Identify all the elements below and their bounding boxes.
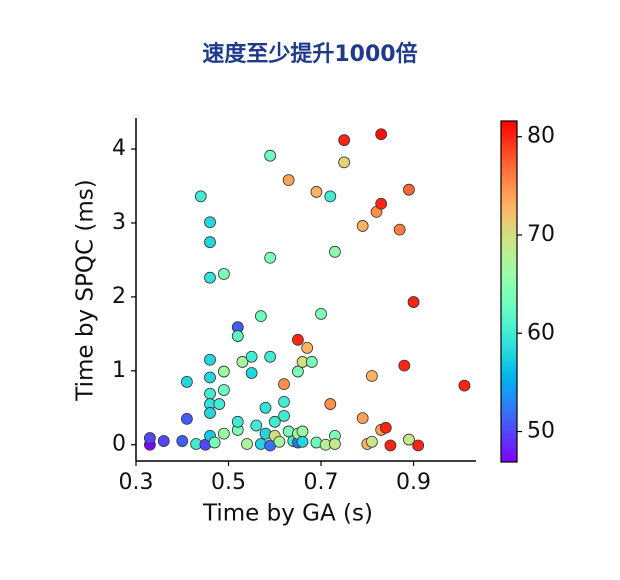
- point: [375, 128, 388, 141]
- point: [204, 371, 216, 384]
- point: [278, 378, 290, 391]
- point: [366, 435, 378, 448]
- point: [329, 438, 341, 450]
- point: [458, 379, 471, 392]
- point: [264, 350, 277, 363]
- point: [301, 341, 314, 354]
- point: [292, 365, 304, 378]
- point: [403, 183, 415, 196]
- point: [231, 415, 244, 428]
- point: [403, 433, 415, 446]
- point: [204, 271, 216, 284]
- y-tick-label: 0: [112, 432, 126, 457]
- point: [393, 223, 406, 236]
- point: [180, 412, 193, 425]
- point: [204, 353, 216, 366]
- point: [278, 410, 290, 422]
- point: [245, 367, 258, 379]
- point: [231, 330, 244, 342]
- point: [324, 190, 337, 203]
- point: [157, 435, 170, 447]
- point: [204, 407, 216, 419]
- point: [213, 398, 226, 410]
- point: [292, 333, 304, 346]
- colorbar-tick-label: 80: [527, 124, 555, 149]
- point: [204, 236, 216, 249]
- point: [254, 310, 267, 323]
- point: [305, 356, 318, 368]
- y-tick-label: 2: [112, 284, 126, 309]
- x-tick-label: 0.5: [211, 470, 246, 495]
- point: [282, 174, 295, 186]
- point: [204, 387, 216, 400]
- point: [204, 216, 216, 229]
- point: [296, 435, 309, 448]
- point: [250, 419, 263, 432]
- colorbar: [500, 120, 518, 463]
- point: [324, 398, 337, 410]
- x-tick-label: 0.7: [304, 470, 339, 495]
- chart-title: 速度至少提升1000倍: [202, 41, 417, 67]
- point: [217, 268, 230, 280]
- point: [338, 156, 351, 169]
- y-tick-label: 4: [112, 136, 126, 161]
- point: [241, 438, 253, 450]
- point: [217, 365, 230, 378]
- point: [356, 220, 369, 232]
- point: [366, 370, 378, 382]
- point: [259, 401, 272, 414]
- point: [264, 251, 277, 264]
- point: [310, 186, 323, 198]
- y-axis-label: Time by SPQC (ms): [73, 179, 99, 401]
- point: [398, 359, 411, 372]
- point: [245, 350, 258, 363]
- point: [356, 412, 369, 425]
- point: [208, 436, 221, 449]
- point: [180, 376, 193, 388]
- point: [217, 427, 230, 440]
- point: [143, 432, 156, 444]
- point: [194, 190, 207, 203]
- point: [384, 439, 397, 452]
- point: [268, 415, 281, 428]
- x-tick-label: 0.9: [396, 470, 431, 495]
- point: [176, 435, 189, 447]
- x-tick-label: 0.3: [119, 470, 154, 495]
- point: [296, 425, 309, 438]
- point: [236, 356, 249, 368]
- colorbar-tick-label: 70: [527, 222, 555, 247]
- y-tick-label: 1: [112, 358, 126, 383]
- point: [264, 149, 277, 162]
- point: [278, 395, 290, 408]
- point: [379, 421, 392, 434]
- point: [315, 307, 327, 320]
- point: [412, 439, 425, 452]
- x-axis-label: Time by GA (s): [202, 501, 373, 527]
- point: [329, 245, 341, 258]
- point: [338, 134, 351, 147]
- point: [273, 435, 286, 448]
- colorbar-tick-label: 50: [527, 419, 555, 444]
- point: [375, 197, 388, 210]
- y-tick-label: 3: [112, 210, 126, 235]
- point: [407, 296, 420, 308]
- colorbar-tick-label: 60: [527, 320, 555, 345]
- point: [217, 384, 230, 396]
